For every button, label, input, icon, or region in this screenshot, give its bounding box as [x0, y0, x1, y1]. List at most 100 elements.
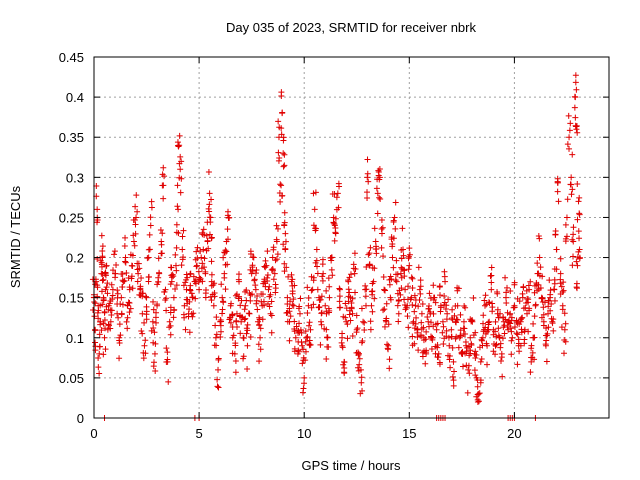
data-point	[141, 342, 148, 349]
data-point	[301, 380, 308, 387]
data-point	[434, 353, 441, 360]
data-point	[323, 356, 330, 363]
data-point	[281, 260, 288, 267]
data-point	[425, 305, 432, 312]
data-point	[462, 304, 469, 311]
data-point	[227, 319, 234, 326]
data-point	[240, 355, 247, 362]
y-tick-label: 0.4	[66, 90, 84, 105]
data-point	[513, 330, 520, 337]
data-point	[497, 340, 504, 347]
data-point	[322, 302, 329, 309]
data-point	[158, 241, 165, 248]
data-point	[218, 281, 225, 288]
y-tick-label: 0.15	[59, 291, 84, 306]
data-point	[518, 329, 525, 336]
data-point	[389, 241, 396, 248]
data-point	[361, 319, 368, 326]
data-point	[497, 310, 504, 317]
data-point	[503, 300, 510, 307]
data-point	[202, 286, 209, 293]
data-point	[144, 255, 151, 262]
data-point	[295, 347, 302, 354]
data-point	[223, 248, 230, 255]
data-point	[217, 328, 224, 335]
data-point	[410, 320, 417, 327]
data-point	[539, 273, 546, 280]
data-point	[507, 320, 514, 327]
data-point	[178, 158, 185, 165]
data-point	[437, 292, 444, 299]
data-point	[129, 262, 136, 269]
data-point	[277, 198, 284, 205]
data-point	[463, 344, 470, 351]
data-point	[570, 253, 577, 260]
data-point	[419, 353, 426, 360]
data-point	[269, 254, 276, 261]
data-point	[304, 310, 311, 317]
data-point	[268, 312, 275, 319]
data-point	[397, 270, 404, 277]
data-point	[135, 270, 142, 277]
data-point	[302, 357, 309, 364]
data-point	[455, 344, 462, 351]
x-tick-label: 0	[90, 426, 97, 441]
data-point	[114, 287, 121, 294]
data-point	[284, 300, 291, 307]
data-point	[213, 331, 220, 338]
data-point	[287, 298, 294, 305]
data-point	[395, 298, 402, 305]
data-point	[126, 299, 133, 306]
data-point	[217, 316, 224, 323]
data-point	[238, 318, 245, 325]
data-point	[537, 285, 544, 292]
data-point	[516, 298, 523, 305]
data-point	[382, 287, 389, 294]
data-point	[224, 261, 231, 268]
data-point	[332, 229, 339, 236]
data-point	[106, 322, 113, 329]
data-point	[289, 288, 296, 295]
data-point	[443, 316, 450, 323]
data-point	[343, 305, 350, 312]
data-point	[320, 270, 327, 277]
data-point	[551, 276, 558, 283]
data-point	[336, 183, 343, 190]
data-point	[182, 279, 189, 286]
data-point	[531, 313, 538, 320]
data-point	[240, 335, 247, 342]
data-point	[302, 338, 309, 345]
data-point	[363, 286, 370, 293]
data-point	[484, 361, 491, 368]
data-point	[305, 302, 312, 309]
data-point	[171, 306, 178, 313]
data-point	[289, 276, 296, 283]
data-point	[383, 315, 390, 322]
data-point	[272, 285, 279, 292]
data-point	[212, 322, 219, 329]
data-point	[262, 264, 269, 271]
data-point	[281, 162, 288, 169]
data-point	[356, 355, 363, 362]
data-point	[356, 361, 363, 368]
data-point	[233, 310, 240, 317]
data-point	[437, 308, 444, 315]
data-point	[127, 305, 134, 312]
data-point	[252, 270, 259, 277]
data-point	[381, 286, 388, 293]
data-point	[371, 265, 378, 272]
data-point	[390, 235, 397, 242]
data-point	[94, 256, 101, 263]
data-point	[103, 284, 110, 291]
data-point	[132, 230, 139, 237]
data-point	[130, 238, 137, 245]
data-point	[368, 288, 375, 295]
data-point	[102, 272, 109, 279]
data-point	[532, 301, 539, 308]
data-point	[244, 365, 251, 372]
data-point	[119, 301, 126, 308]
data-point	[440, 340, 447, 347]
data-point	[313, 246, 320, 253]
data-point	[504, 323, 511, 330]
